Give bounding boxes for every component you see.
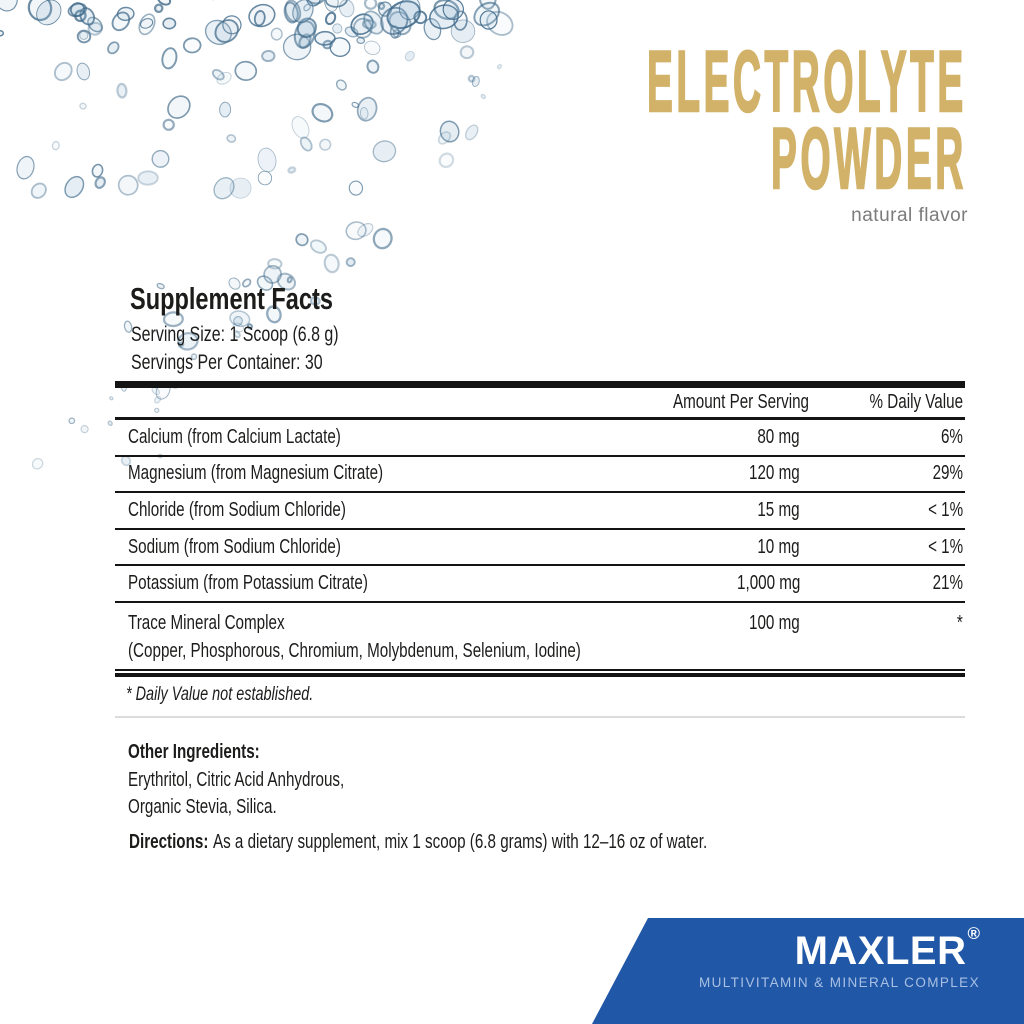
nutrient-amount: 100 mg bbox=[749, 611, 800, 634]
serving-size-text: Serving Size: 1 Scoop (6.8 g) bbox=[131, 323, 339, 346]
nutrient-dv: 6% bbox=[941, 425, 963, 448]
table-bottom-rule bbox=[115, 668, 965, 677]
serving-info: Serving Size: 1 Scoop (6.8 g) Servings P… bbox=[131, 321, 404, 377]
table-row: Chloride (from Sodium Chloride) 15 mg < … bbox=[115, 493, 965, 530]
other-ingredients-line1: Erythritol, Citric Acid Anhydrous, bbox=[128, 768, 345, 791]
other-ingredients-line2: Organic Stevia, Silica. bbox=[128, 796, 277, 818]
brand-lockup: MAXLER ® MULTIVITAMIN & MINERAL COMPLEX bbox=[698, 924, 980, 990]
other-ingredients-label: Other Ingredients: bbox=[128, 741, 260, 763]
nutrient-dv: * bbox=[957, 611, 963, 634]
nutrient-sub-ingredients: (Copper, Phosphorous, Chromium, Molybden… bbox=[128, 639, 581, 662]
servings-per-container-text: Servings Per Container: 30 bbox=[131, 351, 323, 374]
nutrient-name: Chloride (from Sodium Chloride) bbox=[128, 498, 346, 521]
dv-footnote-text: * Daily Value not established. bbox=[126, 684, 314, 705]
table-row: Sodium (from Sodium Chloride) 10 mg < 1% bbox=[115, 530, 965, 567]
flavor-label: natural flavor bbox=[851, 205, 968, 226]
brand-banner: MAXLER ® MULTIVITAMIN & MINERAL COMPLEX bbox=[592, 918, 1024, 1024]
section-divider bbox=[115, 716, 965, 718]
servings-per-container-line: Servings Per Container: 30 bbox=[131, 349, 404, 377]
brand-tagline: MULTIVITAMIN & MINERAL COMPLEX bbox=[698, 975, 980, 990]
column-header-amount: Amount Per Serving bbox=[672, 391, 809, 413]
supplement-facts-table: Amount Per Serving % Daily Value Calcium… bbox=[115, 381, 965, 677]
nutrient-name: Sodium (from Sodium Chloride) bbox=[128, 535, 341, 558]
column-header-dv: % Daily Value bbox=[869, 391, 963, 413]
supplement-facts-heading: Supplement Facts bbox=[130, 281, 397, 317]
table-header-row: Amount Per Serving % Daily Value bbox=[115, 388, 965, 420]
nutrient-amount: 120 mg bbox=[749, 462, 800, 485]
nutrient-dv: 21% bbox=[932, 572, 963, 595]
table-row: Magnesium (from Magnesium Citrate) 120 m… bbox=[115, 457, 965, 494]
header-amount-cell: Amount Per Serving bbox=[630, 391, 809, 414]
nutrient-name: Calcium (from Calcium Lactate) bbox=[128, 425, 341, 448]
table-row-trace-minerals: Trace Mineral Complex 100 mg * (Copper, … bbox=[115, 603, 965, 669]
brand-name: MAXLER bbox=[794, 929, 967, 973]
nutrient-name: Magnesium (from Magnesium Citrate) bbox=[128, 462, 384, 485]
registered-trademark-icon: ® bbox=[967, 924, 980, 943]
nutrient-dv: < 1% bbox=[927, 535, 963, 558]
other-ingredients: Other Ingredients: Erythritol, Citric Ac… bbox=[128, 739, 413, 822]
nutrient-amount: 1,000 mg bbox=[736, 572, 800, 595]
product-title-line1: ELECTROLYTE bbox=[647, 34, 967, 130]
table-row: Potassium (from Potassium Citrate) 1,000… bbox=[115, 566, 965, 603]
dv-footnote: * Daily Value not established. bbox=[126, 684, 372, 706]
directions-text: As a dietary supplement, mix 1 scoop (6.… bbox=[212, 831, 708, 853]
table-row: Calcium (from Calcium Lactate) 80 mg 6% bbox=[115, 420, 965, 457]
nutrient-name: Potassium (from Potassium Citrate) bbox=[128, 572, 368, 595]
nutrient-dv: 29% bbox=[932, 462, 963, 485]
nutrient-amount: 15 mg bbox=[757, 498, 800, 521]
nutrient-name: Trace Mineral Complex bbox=[128, 611, 285, 634]
serving-size-line: Serving Size: 1 Scoop (6.8 g) bbox=[131, 321, 404, 349]
nutrient-amount: 80 mg bbox=[757, 425, 800, 448]
directions-label: Directions: bbox=[129, 831, 209, 853]
table-top-rule bbox=[115, 381, 965, 388]
product-title: ELECTROLYTE POWDER bbox=[647, 34, 967, 207]
nutrient-dv: < 1% bbox=[927, 498, 963, 521]
directions: Directions: As a dietary supplement, mix … bbox=[129, 831, 890, 854]
header-dv-cell: % Daily Value bbox=[800, 391, 965, 414]
product-title-line2: POWDER bbox=[771, 111, 967, 207]
supplement-facts-heading-text: Supplement Facts bbox=[130, 281, 333, 316]
nutrient-amount: 10 mg bbox=[757, 535, 800, 558]
water-bubbles-image bbox=[0, 0, 514, 470]
